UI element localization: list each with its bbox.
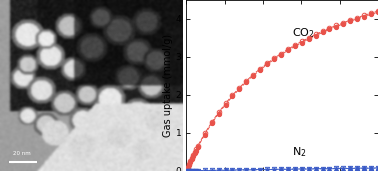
Y-axis label: Gas uptake (mmol/g): Gas uptake (mmol/g)	[163, 34, 173, 137]
Text: 20 nm: 20 nm	[13, 151, 31, 156]
Text: N$_2$: N$_2$	[292, 145, 306, 159]
Text: CO$_2$: CO$_2$	[292, 26, 314, 40]
